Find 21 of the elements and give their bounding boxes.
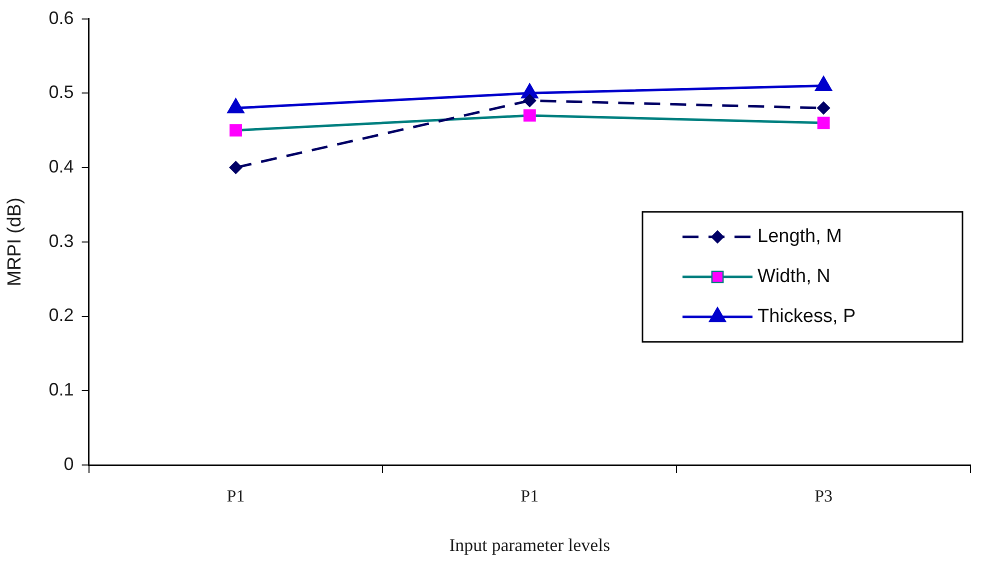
y-tick-label: 0.2: [48, 305, 74, 326]
y-axis-title: MRPI (dB): [4, 198, 26, 286]
point: [523, 109, 536, 122]
point: [230, 161, 242, 174]
legend-label: Length, M: [758, 226, 842, 248]
y-tick-label: 0: [64, 454, 74, 474]
y-tick-label: 0.6: [48, 8, 74, 28]
y-tick-label: 0.1: [48, 380, 74, 400]
point: [817, 116, 830, 130]
legend-label: Width, N: [758, 266, 830, 288]
x-tick-label: P1: [520, 486, 539, 506]
x-tick-label: P3: [814, 486, 833, 506]
point: [230, 124, 242, 137]
point: [523, 94, 536, 107]
y-tick-label: 0.4: [48, 156, 74, 176]
x-tick-label: P1: [226, 486, 245, 506]
y-tick-label: 0.3: [48, 230, 74, 251]
legend-label: Thickess, P: [758, 306, 856, 328]
y-tick-label: 0.5: [48, 82, 74, 102]
x-axis-title: Input parameter levels: [449, 534, 610, 555]
point: [817, 102, 830, 114]
